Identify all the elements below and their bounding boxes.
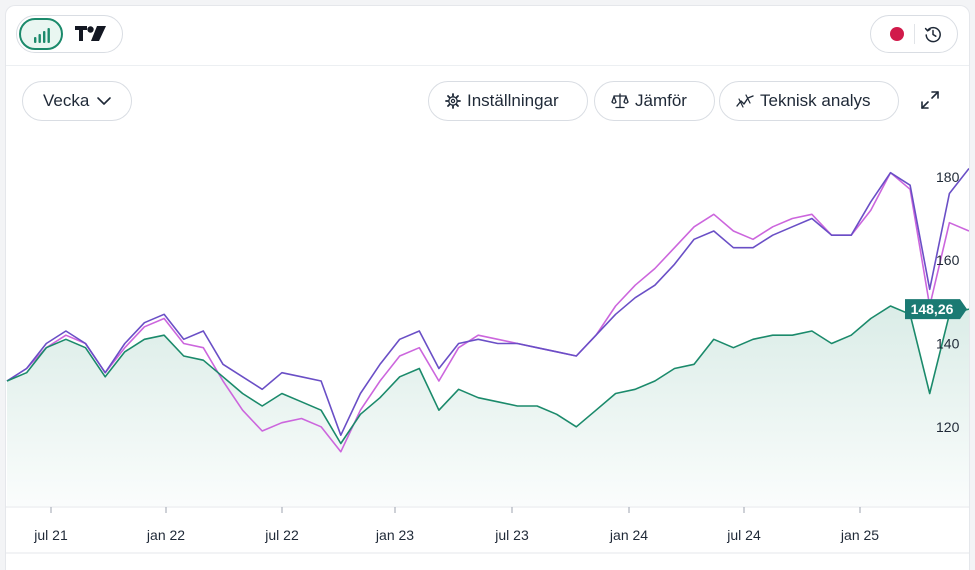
market-closed-dot-icon bbox=[890, 27, 904, 41]
x-tick-label: jul 21 bbox=[33, 527, 68, 543]
chart-widget: jul 21 jan 22 jul 22 jan 23 jul 23 jan 24 jul … bbox=[5, 5, 970, 570]
clock-history-icon[interactable] bbox=[923, 24, 943, 44]
expand-icon[interactable] bbox=[919, 89, 941, 111]
settings-label: Inställningar bbox=[467, 91, 559, 110]
technical-analysis-button[interactable]: Teknisk analys bbox=[719, 81, 899, 121]
view-switcher bbox=[16, 15, 123, 53]
compare-label: Jämför bbox=[635, 91, 687, 110]
x-tick-label: jul 23 bbox=[494, 527, 529, 543]
period-dropdown[interactable]: Vecka bbox=[22, 81, 132, 121]
scale-icon bbox=[611, 93, 629, 109]
gear-icon bbox=[445, 93, 461, 109]
market-status bbox=[870, 15, 958, 53]
x-tick-label: jan 23 bbox=[375, 527, 414, 543]
divider bbox=[914, 24, 915, 44]
series-area-fill bbox=[7, 306, 969, 506]
settings-button[interactable]: Inställningar bbox=[428, 81, 588, 121]
x-tick-label: jul 22 bbox=[264, 527, 299, 543]
x-tick-label: jan 22 bbox=[146, 527, 185, 543]
series-line-0 bbox=[6, 305, 969, 445]
trend-line-icon bbox=[736, 94, 754, 108]
top-bar bbox=[6, 6, 969, 66]
x-tick-label: jan 25 bbox=[840, 527, 879, 543]
x-tick-label: jan 24 bbox=[609, 527, 648, 543]
period-label: Vecka bbox=[43, 91, 90, 110]
series-line-2 bbox=[6, 171, 969, 453]
technical-analysis-label: Teknisk analys bbox=[760, 91, 871, 110]
y-tick-label: 120 bbox=[936, 419, 960, 435]
tradingview-logo-icon[interactable] bbox=[75, 25, 107, 43]
last-price-tag bbox=[905, 299, 967, 320]
chart-type-button[interactable] bbox=[19, 18, 63, 50]
price-chart[interactable]: jul 21 jan 22 jul 22 jan 23 jul 23 jan 24 jul … bbox=[6, 6, 970, 570]
y-tick-label: 160 bbox=[936, 252, 960, 268]
y-tick-label: 180 bbox=[936, 169, 960, 185]
compare-button[interactable]: Jämför bbox=[594, 81, 715, 121]
x-tick-label: jul 24 bbox=[726, 527, 761, 543]
bar-chart-icon bbox=[34, 28, 50, 43]
chevron-down-icon bbox=[97, 97, 112, 105]
series-line-1 bbox=[6, 168, 969, 437]
y-tick-label: 140 bbox=[936, 336, 960, 352]
last-price-label: 148,26 bbox=[911, 301, 954, 317]
